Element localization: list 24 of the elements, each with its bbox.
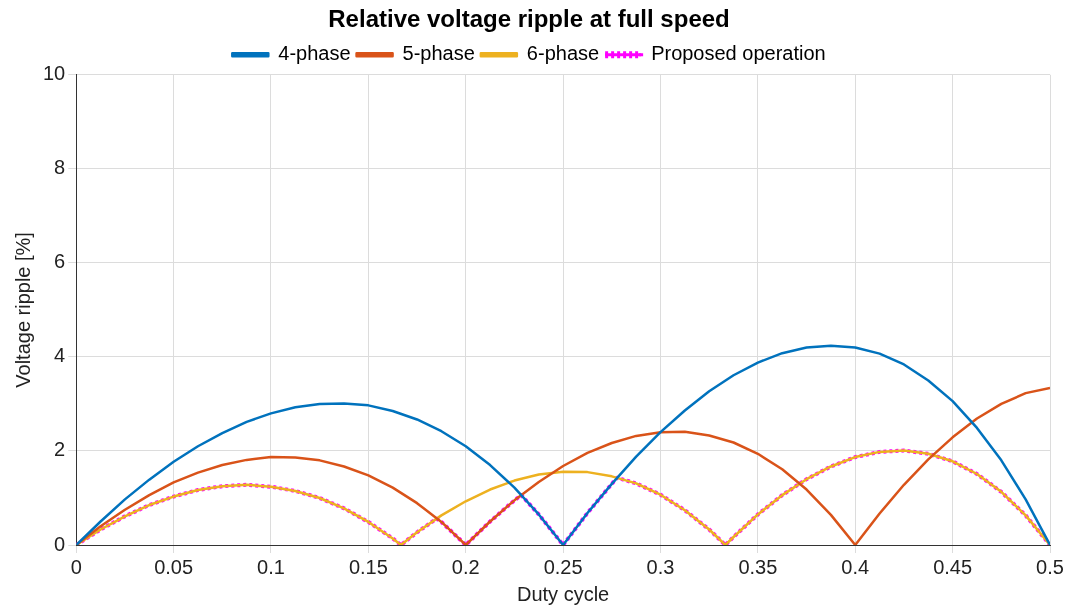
legend-label: Proposed operation: [651, 42, 826, 65]
x-tick-label: 0.5: [1036, 555, 1064, 578]
y-tick-label: 8: [54, 156, 66, 179]
x-tick-label: 0.3: [646, 555, 675, 578]
x-tick-label: 0.35: [738, 555, 778, 578]
y-axis-title: Voltage ripple [%]: [11, 232, 34, 388]
x-tick-label: 0.1: [257, 555, 285, 578]
chart-title: Relative voltage ripple at full speed: [328, 5, 730, 33]
y-tick-label: 10: [43, 62, 66, 85]
y-tick-label: 6: [54, 250, 66, 273]
x-tick-label: 0.4: [841, 555, 870, 578]
y-tick-label: 4: [54, 344, 66, 367]
legend-label: 5-phase: [402, 42, 475, 65]
x-tick-label: 0.05: [154, 555, 194, 578]
x-tick-label: 0.45: [933, 555, 973, 578]
legend-label: 6-phase: [526, 42, 600, 65]
legend-label: 4-phase: [278, 42, 351, 65]
x-tick-label: 0.2: [451, 555, 480, 578]
x-axis-title: Duty cycle: [517, 582, 610, 605]
y-tick-label: 2: [54, 438, 66, 461]
x-tick-label: 0.25: [543, 555, 583, 578]
y-tick-label: 0: [54, 532, 66, 555]
x-tick-label: 0: [70, 555, 82, 578]
x-tick-label: 0.15: [348, 555, 388, 578]
